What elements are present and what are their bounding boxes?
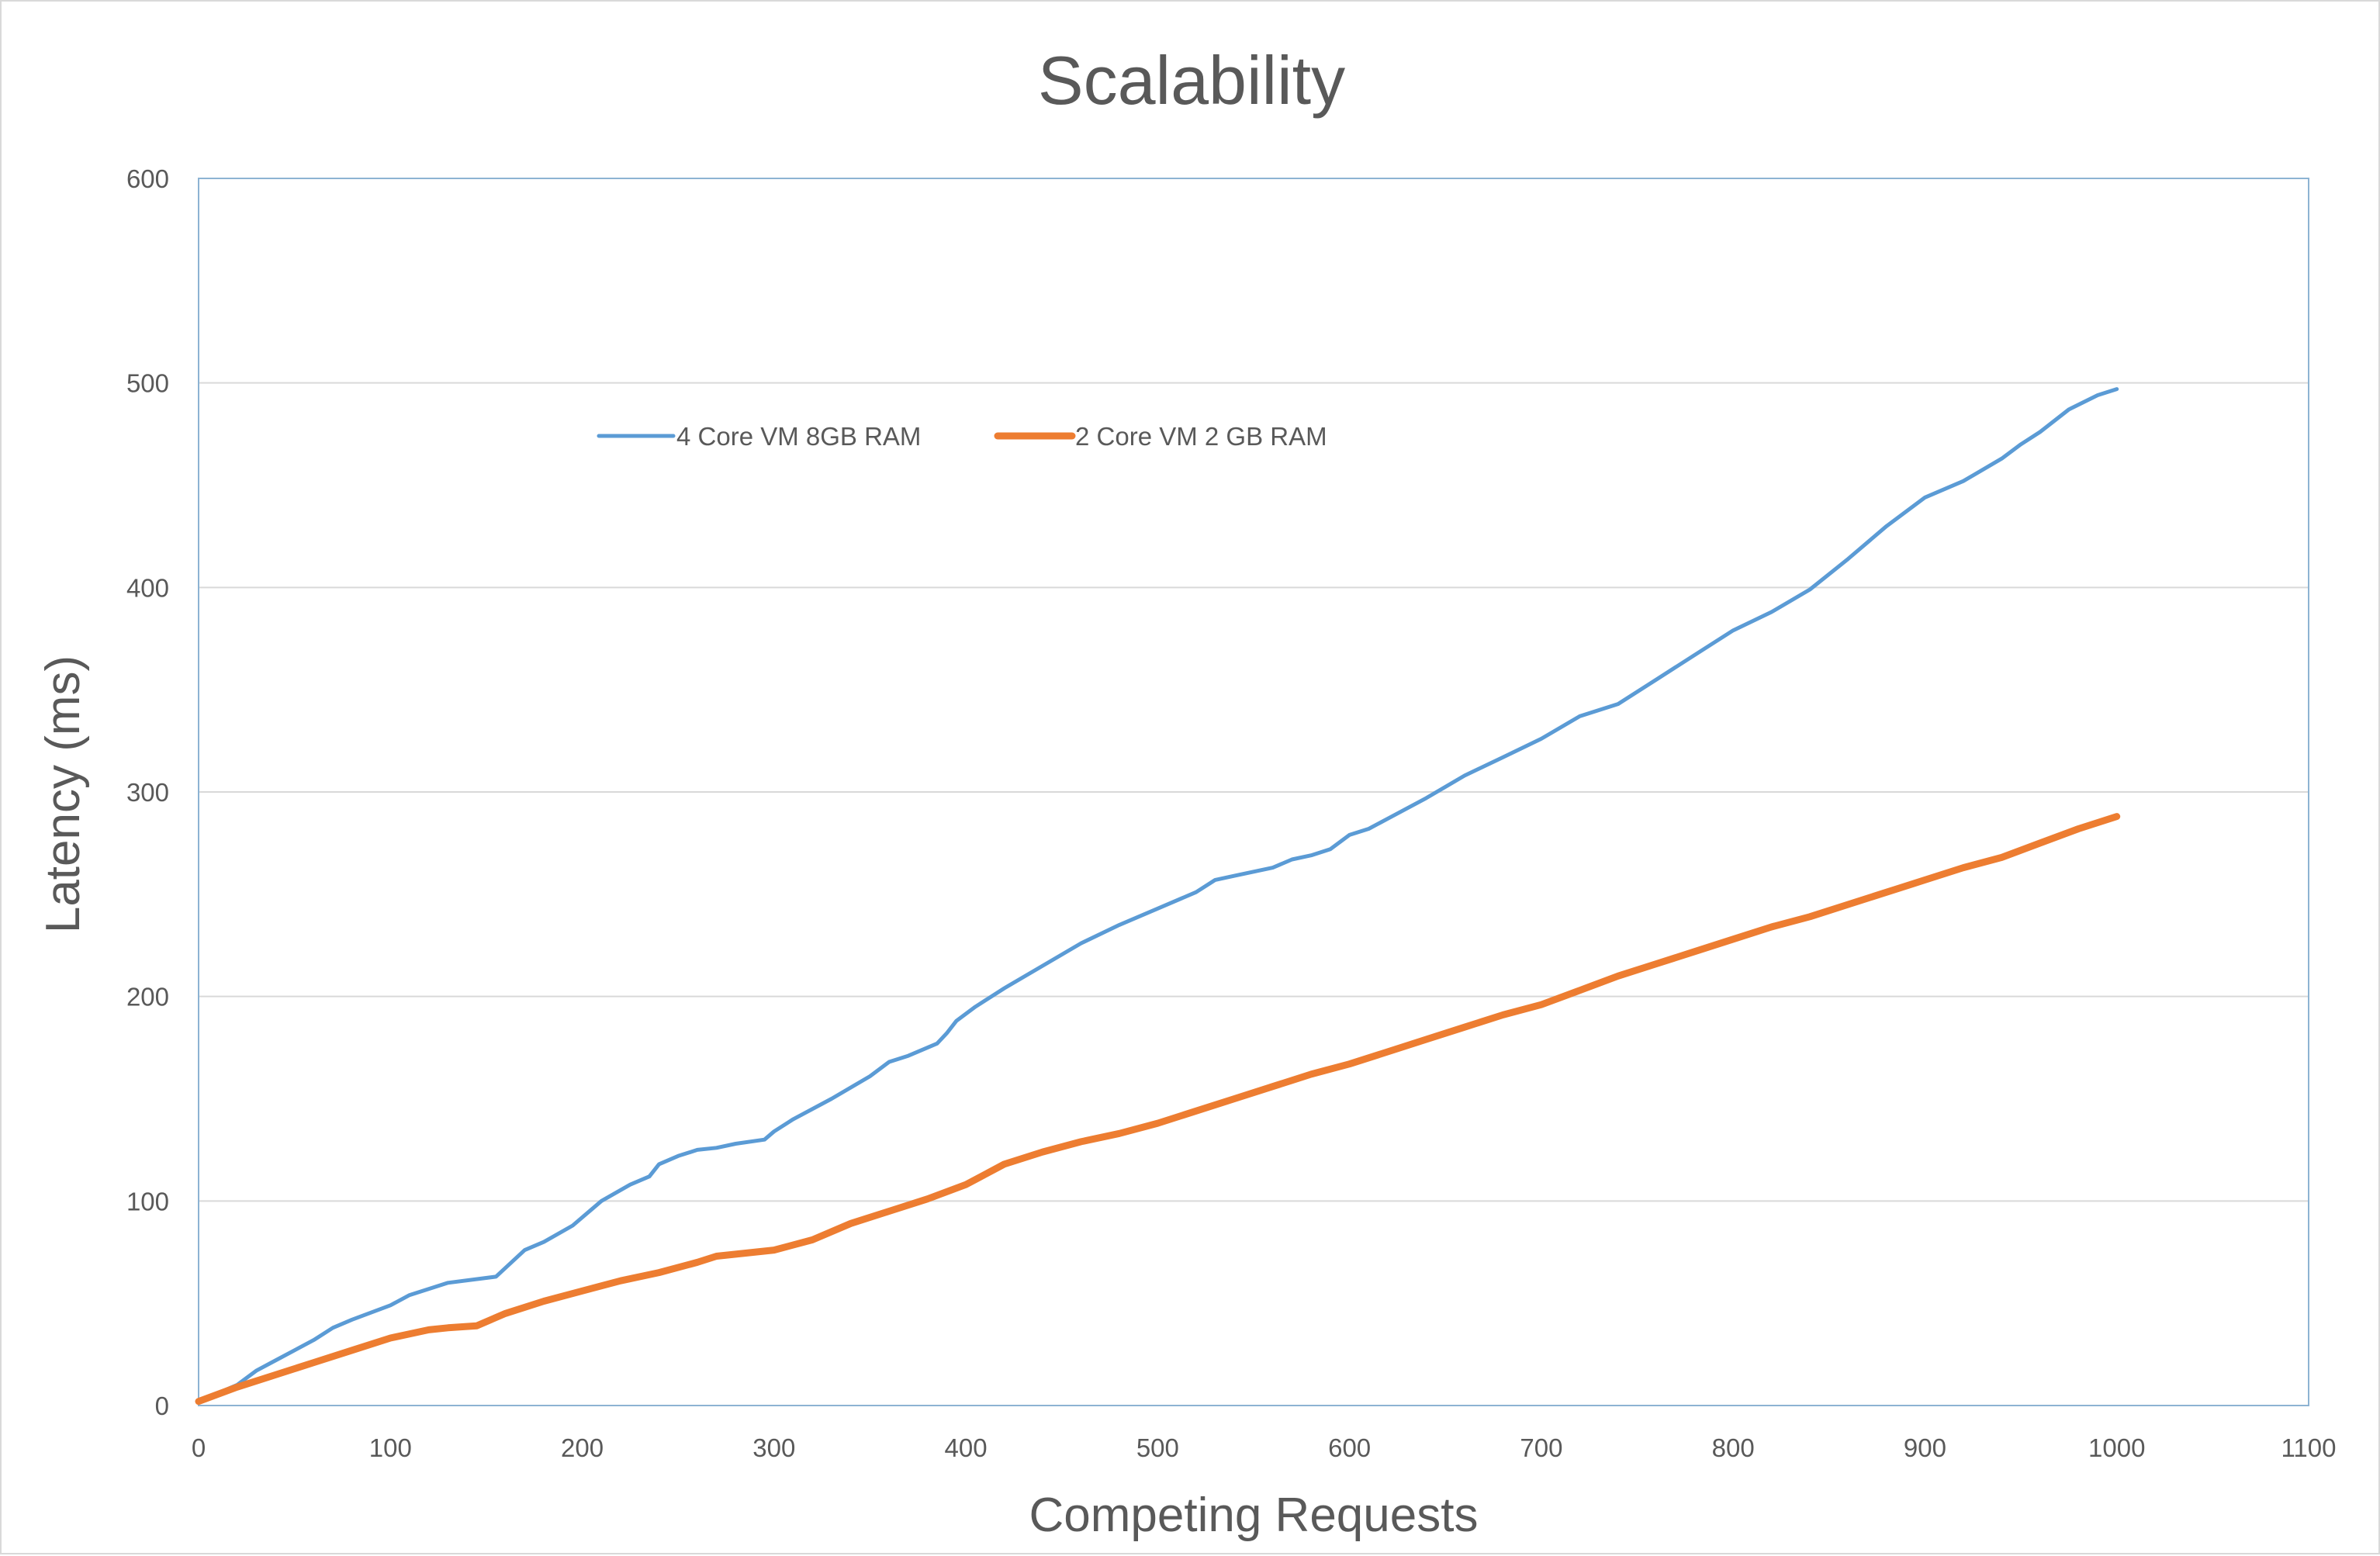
x-tick-label: 500 [1136, 1433, 1179, 1462]
series-line-2 [195, 813, 2121, 1406]
x-axis-tick-labels: 0 100 200 300 400 500 600 700 800 900 1000 1100 [192, 1433, 2337, 1462]
x-tick-label: 1100 [2281, 1433, 2337, 1462]
chart-title: Scalability [1038, 42, 1345, 119]
legend-item: 2 Core VM 2 GB RAM [994, 422, 1327, 451]
x-tick-label: 700 [1520, 1433, 1562, 1462]
series-line-1 [196, 387, 2119, 1404]
x-tick-label: 400 [945, 1433, 988, 1462]
y-tick-label: 0 [155, 1392, 169, 1420]
x-tick-label: 800 [1712, 1433, 1755, 1462]
x-tick-label: 200 [561, 1433, 604, 1462]
series-lines [195, 387, 2121, 1406]
x-axis-title: Competing Requests [1029, 1489, 1479, 1542]
y-tick-label: 200 [126, 983, 169, 1011]
y-tick-label: 600 [126, 164, 169, 193]
legend-label: 2 Core VM 2 GB RAM [1075, 422, 1327, 451]
y-axis-tick-labels: 0 100 200 300 400 500 600 [126, 164, 169, 1420]
plot-area [198, 178, 2309, 1406]
x-tick-label: 1000 [2088, 1433, 2145, 1462]
gridlines [199, 382, 2309, 1202]
legend: 4 Core VM 8GB RAM 2 Core VM 2 GB RAM [597, 422, 1327, 451]
legend-label: 4 Core VM 8GB RAM [676, 422, 921, 451]
x-tick-label: 300 [752, 1433, 795, 1462]
y-tick-label: 500 [126, 369, 169, 398]
y-axis-title: Latency (ms) [36, 655, 90, 933]
y-tick-label: 400 [126, 573, 169, 602]
x-tick-label: 0 [192, 1433, 206, 1462]
x-tick-label: 600 [1328, 1433, 1371, 1462]
legend-item: 4 Core VM 8GB RAM [597, 422, 921, 451]
y-tick-label: 100 [126, 1187, 169, 1215]
x-tick-label: 100 [369, 1433, 412, 1462]
y-tick-label: 300 [126, 778, 169, 807]
x-tick-label: 900 [1904, 1433, 1946, 1462]
